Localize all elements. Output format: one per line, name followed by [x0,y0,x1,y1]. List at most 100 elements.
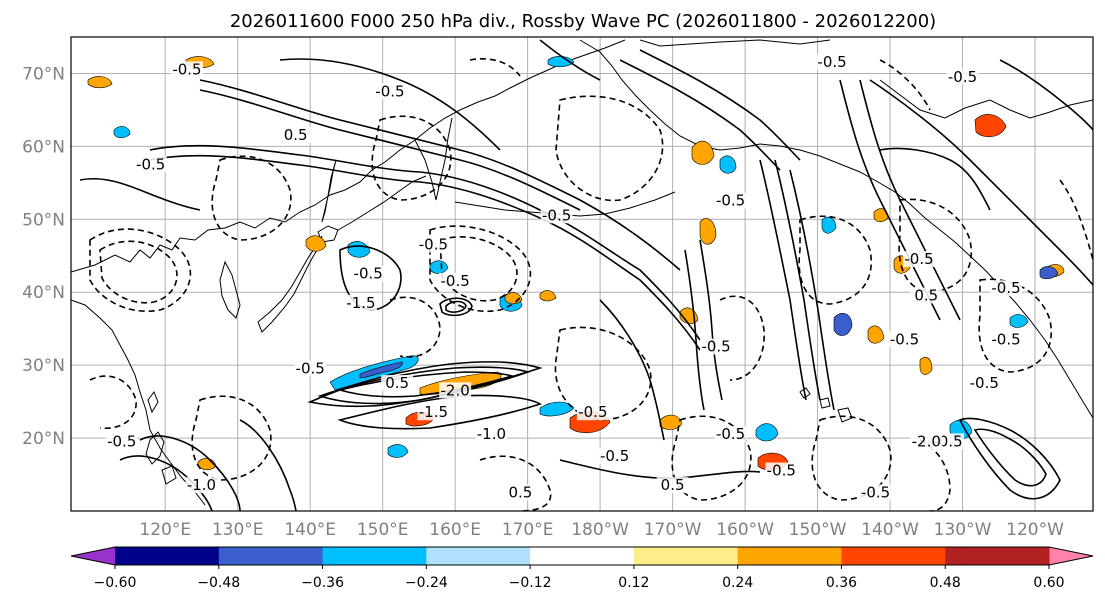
longitude-label: 140°E [284,520,336,540]
contour-label-bg [816,54,849,71]
contour-label-bg [946,68,979,85]
contour-label: -1.5 [419,403,448,421]
contour-label-bg [475,426,508,443]
contour-label: -0.5 [419,235,448,253]
contour-label: 0.5 [385,374,409,392]
contour-line [191,395,272,481]
contour-label: -2.0 [912,432,941,450]
contour-label-bg [504,484,537,501]
contour-label: -0.5 [296,359,325,377]
colorbar-segment [426,547,531,565]
longitude-label: 160°W [716,520,774,540]
contour-line [879,59,931,111]
contour-label: -1.5 [346,294,375,312]
contour-label-bg [381,375,414,392]
contour-line [239,419,297,511]
negative-shade [755,423,779,442]
coastline-alaska-north [639,39,831,47]
contour-line [599,299,665,441]
contour-line [307,361,543,408]
longitude-label: 160°E [429,520,481,540]
map-content: -0.5 -0.5 -1.5 -0.5 -0.5 -0.5 0.5 -2.0 -1.5 -0.5 -… [71,37,1093,511]
negative-shade [113,126,131,139]
colorbar-segment [530,547,635,565]
colorbar-tick-label: 0.24 [722,575,753,591]
contour-label-bg [903,251,936,268]
contour-label-bg [279,127,312,144]
contour-line [869,79,1093,286]
contour-line [798,215,872,305]
contour-line [684,249,705,411]
longitude-label: 150°E [357,520,409,540]
contour-label: -0.5 [970,374,999,392]
coastline-china [71,299,206,506]
colorbar-segment [841,547,946,565]
contour-line [958,417,1061,500]
positive-shade [873,208,889,223]
contour-label-bg [765,462,798,479]
coastline-philippines [145,431,177,485]
negative-shade [821,216,837,234]
contours-positive [79,39,1093,511]
contour-line [439,236,518,302]
latitude-label: 70°N [22,64,65,84]
coastline-taiwan [147,390,159,414]
contour-label-bg [373,83,406,100]
contour-label: -0.5 [817,53,846,71]
contour-line [79,177,201,211]
contour-label-bg [859,484,892,501]
longitude-label: 120°E [139,520,191,540]
contour-line [555,95,664,202]
contour-label: -0.5 [861,483,890,501]
contour-label-bg [294,360,327,377]
colorbar-segment [115,547,220,565]
map-frame [70,36,1094,512]
contour-label-bg [170,61,203,78]
colorbar-segment [633,547,739,565]
negative-shade [719,155,737,174]
longitude-label: 130°W [934,520,992,540]
latitude-label: 20°N [22,429,65,449]
contour-label-bg [417,404,450,421]
contour-label-bg [968,375,1001,392]
positive-shade [974,114,1007,138]
longitude-label: 150°W [789,520,847,540]
colorbar-segment [218,547,324,565]
contour-line [99,240,178,304]
contour-label: -0.5 [542,206,571,224]
longitude-label: 120°W [1006,520,1064,540]
contour-label-bg [990,280,1023,297]
colorbar-tick-label: −0.24 [405,575,448,591]
contour-line [199,79,681,271]
latitude-label: 50°N [22,210,65,230]
contour-label-bg [439,272,472,289]
contour-line [789,169,835,411]
contour-line [317,366,531,405]
positive-shade [699,218,717,245]
contour-labels: -0.5 -0.5 -1.5 -0.5 -0.5 -0.5 0.5 -2.0 -1.5 -0.5 -… [105,53,1023,501]
contour-line [389,296,441,358]
colorbar: −0.60 −0.48 −0.36 −0.24 −0.12 0.12 0.24 0.36 0.4… [70,546,1094,591]
colorbar-tick-label: 0.48 [930,575,961,591]
contour-line [279,58,501,151]
contour-label: -0.5 [136,155,165,173]
colorbar-tick-label: −0.12 [509,575,552,591]
longitude-label: 180°W [571,520,629,540]
contour-line [371,115,452,201]
contour-line [139,435,241,511]
coastline-asia [71,39,626,273]
contour-label-bg [344,294,377,311]
negative-shade [1039,266,1059,280]
contour-line [898,198,972,293]
longitude-label: 130°E [212,520,264,540]
contour-label: -0.5 [600,447,629,465]
contour-line [839,79,941,321]
colorbar-segment [322,547,427,565]
contour-label: -0.5 [991,330,1020,348]
contour-line [774,159,821,401]
colorbar-segment [945,547,1050,565]
contour-label: -0.5 [948,68,977,86]
colorbar-tick-label: −0.36 [301,575,344,591]
contour-line [619,59,781,171]
contour-label-bg [105,433,138,450]
